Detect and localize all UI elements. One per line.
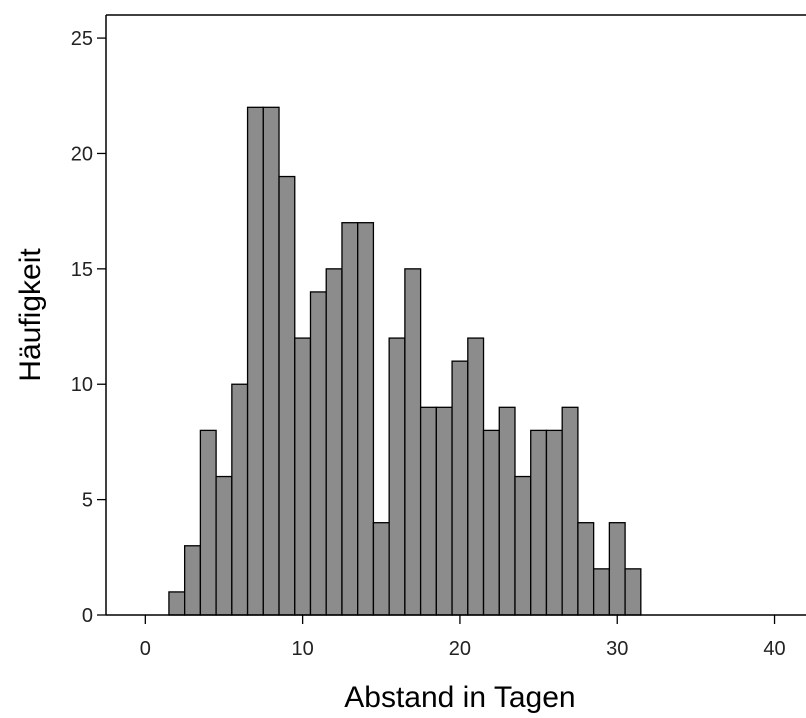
y-tick-label: 20 [71,143,93,165]
x-tick-label: 20 [449,638,471,660]
x-tick-label: 40 [763,638,785,660]
histogram-bar [530,429,548,616]
histogram-bar [435,406,453,616]
histogram-bar [183,545,202,616]
y-tick-label: 10 [71,374,93,396]
histogram-bar [561,406,579,616]
histogram-bar [199,429,217,616]
histogram-bar [482,429,500,616]
histogram-bar [608,522,626,616]
histogram-bar [404,268,422,616]
histogram-bar [341,222,359,616]
histogram-bar [577,522,595,616]
histogram-bar [451,360,469,616]
histogram-bar [498,406,516,616]
y-tick-label: 25 [71,28,93,50]
y-tick-label: 0 [82,605,93,627]
y-tick-label: 15 [71,259,93,281]
histogram-bar [467,337,485,616]
histogram-bar [357,222,375,616]
histogram-bar [592,568,611,616]
histogram-bar [262,106,280,616]
histogram-bar [278,175,296,616]
x-ticks: 0 10 20 30 40 [140,615,786,660]
histogram-bar [388,337,406,616]
x-tick-label: 10 [292,638,314,660]
y-axis-title: Häufigkeit [14,248,47,382]
histogram-bar [325,268,343,616]
histogram-bar [372,522,390,616]
x-tick-label: 0 [140,638,151,660]
x-tick-label: 30 [606,638,628,660]
histogram-bar [545,429,563,616]
histogram-bar [215,475,233,616]
histogram-bar [624,568,642,616]
histogram-bar [294,337,312,616]
x-axis-title: Abstand in Tagen [344,681,575,714]
axes-layer [105,14,806,616]
y-ticks: 0 5 10 15 20 25 [71,28,106,627]
histogram-bar [168,591,186,616]
histogram-bar [246,106,264,616]
y-tick-label: 5 [82,490,93,512]
histogram-bar [514,475,532,616]
histogram-bar [419,406,437,616]
histogram-bar [231,383,249,616]
histogram-bar [309,291,327,616]
